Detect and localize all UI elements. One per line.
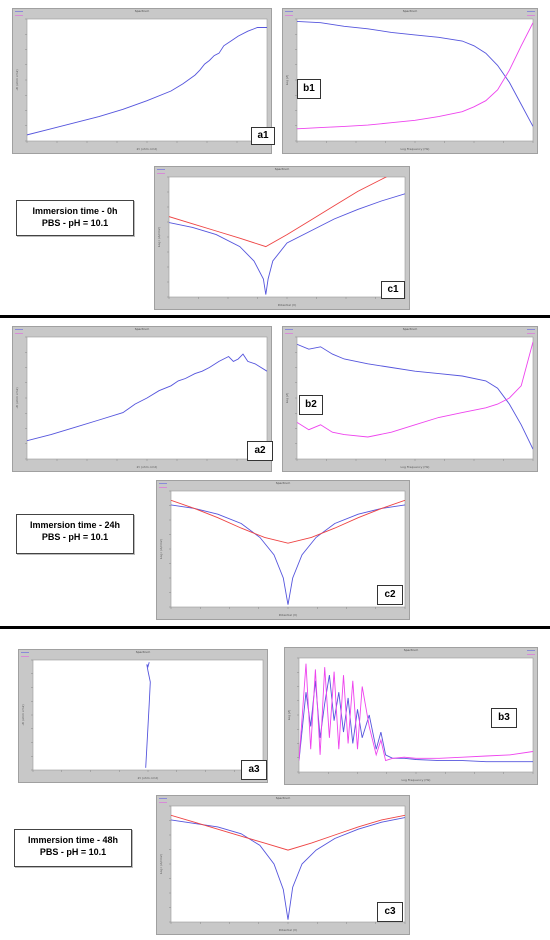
x-axis-label: Zr (ohm cm2): [137, 465, 158, 469]
window-controls-icon: [15, 11, 23, 16]
plot-a2: Zr (ohm cm2) -Zi (ohm cm2): [15, 336, 268, 469]
plot-b1: Log Frequency (Hz) Log |Z|: [285, 18, 534, 151]
window-controls-icon: [21, 652, 29, 657]
x-axis-label: Potential (V): [279, 928, 298, 932]
section-48h: Spectrum Zr (ohm cm2) -Zi (ohm cm2) a3 Sp…: [0, 629, 550, 940]
chart-window-b1: Spectrum Log Frequency (Hz) Log |Z| b1: [282, 8, 538, 154]
plot-area: [296, 18, 534, 142]
plot-area: [168, 176, 406, 298]
series-line-0: [145, 662, 151, 768]
window-title: Spectrum: [403, 648, 419, 652]
y-axis-label: Log i (A/cm2): [159, 854, 163, 874]
panel-label-b1: b1: [297, 79, 321, 99]
series-line-0: [297, 20, 533, 127]
plot-c1: Potential (V) Log i (A/cm2): [157, 176, 406, 307]
series-line-0: [169, 193, 405, 295]
chart-window-a1: Spectrum Zr (ohm cm2) -Zi (ohm cm2) a1: [12, 8, 275, 154]
chart-window-c1: Spectrum Potential (V) Log i (A/cm2) c1: [154, 166, 410, 310]
series-line-0: [27, 353, 267, 442]
series-line-0: [171, 504, 405, 605]
solution-ph: PBS - pH = 10.1: [41, 218, 109, 228]
x-axis-label: Log Frequency (Hz): [401, 147, 430, 151]
window-controls-icon: [159, 483, 167, 488]
series-line-1: [171, 814, 405, 851]
panel-label-a1: a1: [251, 127, 275, 145]
window-controls-icon: [285, 11, 293, 16]
window-title: Spectrum: [402, 327, 418, 331]
plot-a3: Zr (ohm cm2) -Zi (ohm cm2): [21, 659, 264, 780]
plot-b2: Log Frequency (Hz) Log |Z|: [285, 336, 534, 469]
immersion-time: Immersion time - 48h: [27, 835, 119, 845]
x-axis-label: Potential (V): [278, 303, 297, 307]
panel-label-a2: a2: [247, 441, 273, 461]
plot-area: [170, 490, 406, 608]
window-title: Spectrum: [274, 167, 290, 171]
chart-window-b3: Spectrum Log Frequency (Hz) Log |Z| b3: [284, 647, 538, 785]
chart-window-c3: Spectrum Potential (V) Log i (A/cm2) c3: [156, 795, 410, 935]
y-axis-label: Log i (A/cm2): [157, 227, 161, 247]
series-line-1: [297, 341, 533, 438]
section-divider: [0, 626, 550, 629]
immersion-time: Immersion time - 24h: [29, 520, 121, 530]
panel-label-c3: c3: [377, 902, 403, 922]
info-box-48h: Immersion time - 48h PBS - pH = 10.1: [14, 829, 132, 867]
x-axis-label: Log Frequency (Hz): [401, 465, 430, 469]
section-24h: Spectrum Zr (ohm cm2) -Zi (ohm cm2) a2 Sp…: [0, 318, 550, 626]
plot-area: [32, 659, 264, 771]
x-axis-label: Potential (V): [279, 613, 298, 617]
plot-a1: Zr (ohm cm2) -Zi (ohm cm2): [15, 18, 268, 151]
window-title: Spectrum: [275, 796, 291, 800]
window-title: Spectrum: [134, 327, 150, 331]
window-title: Spectrum: [135, 650, 151, 654]
y-axis-label: Log |Z|: [287, 710, 291, 720]
info-box-24h: Immersion time - 24h PBS - pH = 10.1: [16, 514, 134, 554]
y-axis-label: Log |Z|: [285, 75, 289, 85]
window-controls-icon: [527, 650, 535, 655]
y-axis-label: -Zi (ohm cm2): [21, 704, 25, 725]
x-axis-label: Zr (ohm cm2): [138, 776, 159, 780]
y-axis-label: -Zi (ohm cm2): [15, 69, 19, 90]
series-line-1: [169, 177, 388, 248]
panel-label-b3: b3: [491, 708, 517, 728]
y-axis-label: Log i (A/cm2): [159, 539, 163, 559]
series-line-0: [171, 817, 405, 920]
x-axis-label: Log Frequency (Hz): [402, 778, 431, 782]
window-controls-icon: [527, 11, 535, 16]
y-axis-label: -Zi (ohm cm2): [15, 387, 19, 408]
panel-label-a3: a3: [241, 760, 267, 780]
window-title: Spectrum: [134, 9, 150, 13]
window-controls-icon: [157, 169, 165, 174]
plot-area: [26, 18, 268, 142]
section-divider: [0, 315, 550, 318]
window-title: Spectrum: [402, 9, 418, 13]
series-line-0: [27, 27, 267, 136]
chart-window-b2: Spectrum Log Frequency (Hz) Log |Z| b2: [282, 326, 538, 472]
panel-label-c1: c1: [381, 281, 405, 299]
panel-label-b2: b2: [299, 395, 323, 415]
window-controls-icon: [15, 329, 23, 334]
y-axis-label: Log |Z|: [285, 393, 289, 403]
series-line-1: [171, 499, 405, 544]
info-box-0h: Immersion time - 0h PBS - pH = 10.1: [16, 200, 134, 236]
plot-c2: Potential (V) Log i (A/cm2): [159, 490, 406, 617]
chart-window-a2: Spectrum Zr (ohm cm2) -Zi (ohm cm2) a2: [12, 326, 273, 472]
solution-ph: PBS - pH = 10.1: [39, 847, 107, 857]
plot-c3: Potential (V) Log i (A/cm2): [159, 805, 406, 932]
series-line-1: [297, 22, 533, 130]
window-controls-icon: [159, 798, 167, 803]
section-0h: Spectrum Zr (ohm cm2) -Zi (ohm cm2) a1 Sp…: [0, 0, 550, 315]
chart-window-a3: Spectrum Zr (ohm cm2) -Zi (ohm cm2) a3: [18, 649, 268, 783]
window-controls-icon: [527, 329, 535, 334]
x-axis-label: Zr (ohm cm2): [137, 147, 158, 151]
window-title: Spectrum: [275, 481, 291, 485]
solution-ph: PBS - pH = 10.1: [41, 532, 109, 542]
series-line-0: [297, 343, 533, 450]
immersion-time: Immersion time - 0h: [32, 206, 118, 216]
series-line-1: [299, 663, 533, 762]
plot-area: [296, 336, 534, 460]
window-controls-icon: [285, 329, 293, 334]
panel-label-c2: c2: [377, 585, 403, 605]
chart-window-c2: Spectrum Potential (V) Log i (A/cm2) c2: [156, 480, 410, 620]
